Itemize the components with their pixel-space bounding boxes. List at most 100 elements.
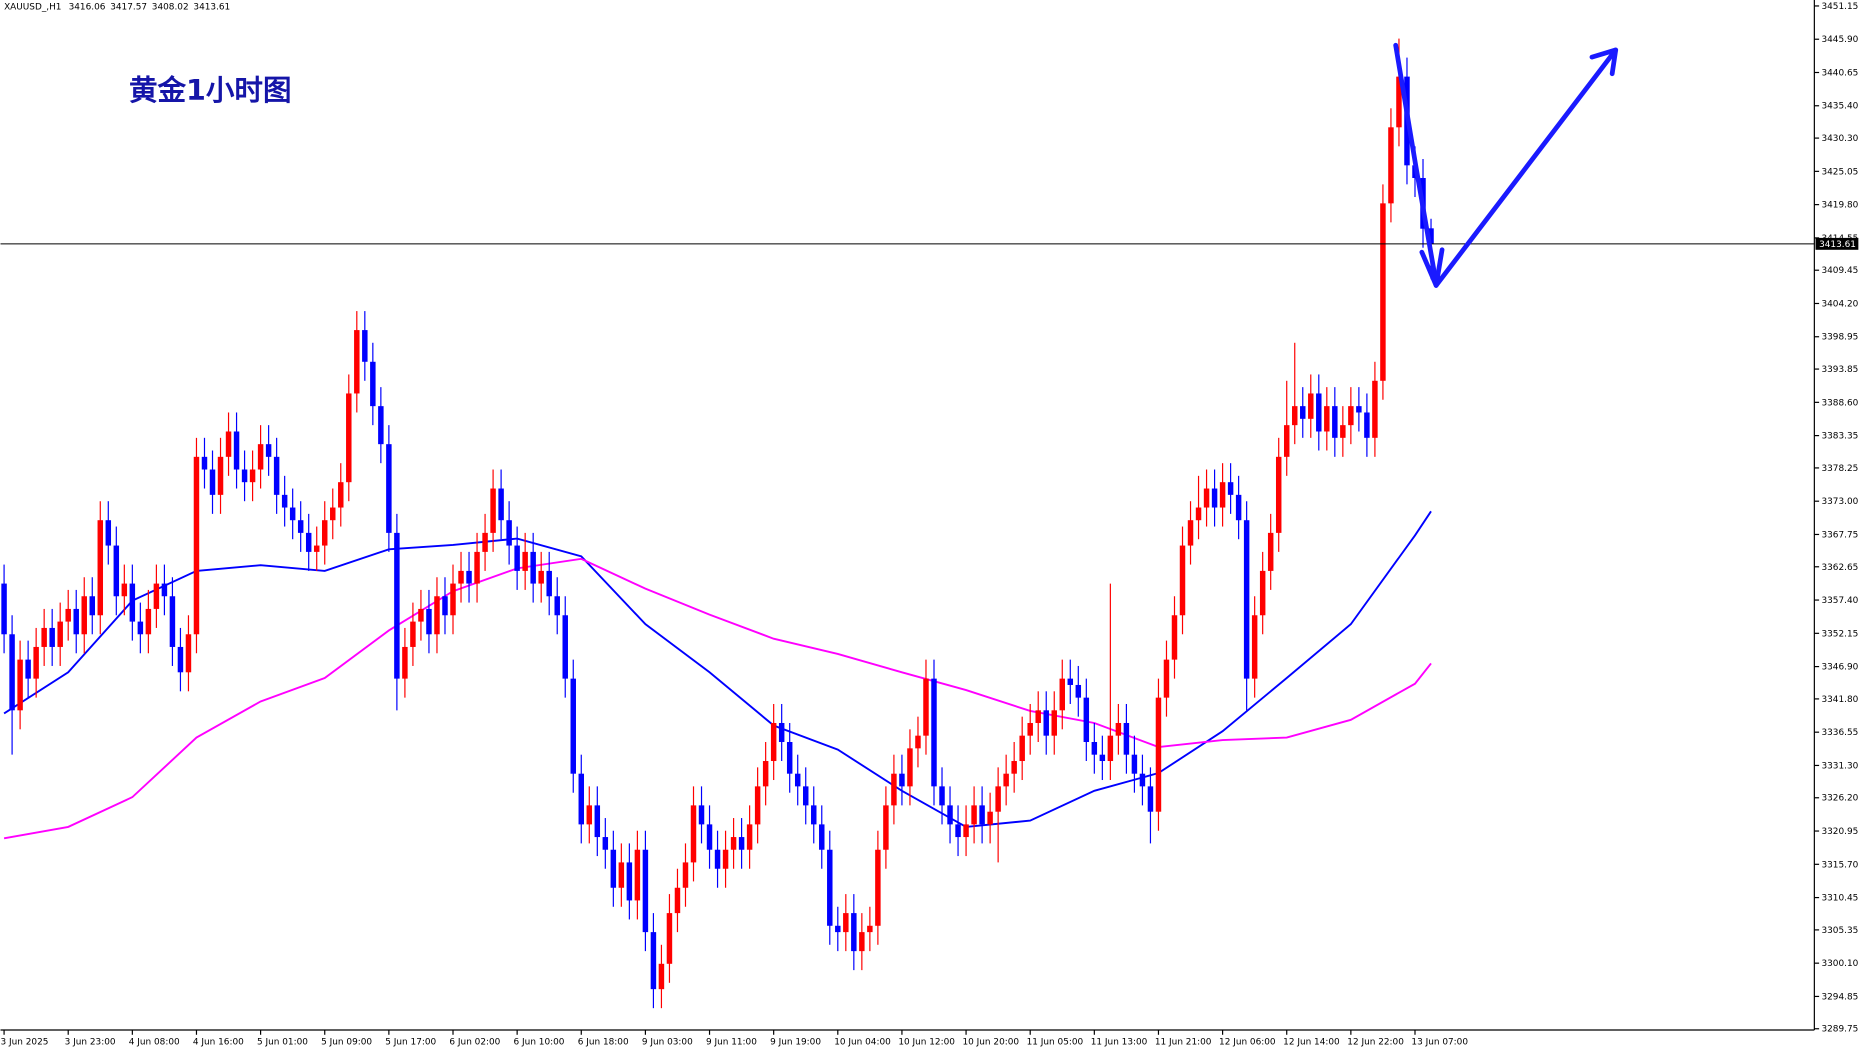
candle-body <box>786 742 793 774</box>
candle-body <box>265 444 272 457</box>
candle-body <box>322 520 328 546</box>
x-tick-label: 3 Jun 23:00 <box>65 1037 116 1047</box>
candle-body <box>1364 412 1370 438</box>
candle-body <box>538 570 544 584</box>
candle-body <box>466 570 472 584</box>
y-tick-label: 3373.00 <box>1821 497 1858 507</box>
y-tick-label: 3326.20 <box>1821 794 1858 804</box>
candle-body <box>378 406 384 445</box>
candle-body <box>602 837 609 850</box>
y-tick-label: 3383.35 <box>1821 432 1858 442</box>
candle-body <box>1107 735 1114 762</box>
candle-body <box>370 361 376 407</box>
candle-body <box>153 583 160 609</box>
x-tick-label: 9 Jun 03:00 <box>642 1037 693 1047</box>
candle-body <box>1123 722 1130 755</box>
candle-body <box>1275 456 1282 533</box>
candle-body <box>690 805 697 863</box>
candle-body <box>33 646 39 679</box>
candle-body <box>891 773 897 806</box>
candle-body <box>979 805 985 825</box>
candle-body <box>1051 710 1057 736</box>
header: XAUUSD_,H1 3416.06 3417.57 3408.02 3413.61 <box>4 3 230 13</box>
candle-body <box>193 456 200 635</box>
y-tick-label: 3435.40 <box>1821 102 1858 112</box>
candle-body <box>65 608 71 622</box>
y-tick-label: 3367.75 <box>1821 530 1858 540</box>
x-tick-label: 5 Jun 01:00 <box>257 1037 308 1047</box>
candle-body <box>1131 754 1138 774</box>
candle-body <box>859 932 865 952</box>
candle-body <box>754 786 761 825</box>
candle-body <box>506 520 512 546</box>
candle-body <box>738 837 745 850</box>
candle-body <box>1340 425 1346 438</box>
x-tick-label: 10 Jun 12:00 <box>898 1037 955 1047</box>
candle-body <box>658 963 665 990</box>
candle-body <box>338 482 344 508</box>
current-price-label: 3413.61 <box>1819 240 1856 250</box>
y-tick-label: 3352.15 <box>1821 629 1858 639</box>
candle-body <box>778 722 785 743</box>
y-tick-label: 3294.85 <box>1821 992 1858 1002</box>
y-tick-label: 3440.65 <box>1821 68 1858 78</box>
hand-drawn-arrows <box>1393 42 1619 288</box>
candle-body <box>578 773 585 825</box>
candle-body <box>330 507 336 521</box>
candle-body <box>1292 406 1298 426</box>
x-tick-label: 10 Jun 20:00 <box>962 1037 1019 1047</box>
candle-body <box>346 393 352 483</box>
candle-body <box>482 532 488 552</box>
candle-body <box>73 608 79 635</box>
y-tick-label: 3430.30 <box>1821 134 1858 144</box>
y-tick-label: 3346.90 <box>1821 663 1858 673</box>
candle-body <box>450 583 456 616</box>
candle-body <box>634 849 641 901</box>
y-tick-label: 3289.75 <box>1821 1025 1858 1035</box>
candle-body <box>650 932 657 990</box>
candle-body <box>610 849 617 888</box>
x-tick-label: 5 Jun 17:00 <box>385 1037 436 1047</box>
x-tick-label: 13 Jun 07:00 <box>1411 1037 1468 1047</box>
y-tick-label: 3310.45 <box>1821 894 1858 904</box>
candle-body <box>418 608 424 622</box>
candle-body <box>899 773 905 787</box>
candle-body <box>1027 722 1033 736</box>
y-tick-label: 3378.25 <box>1821 464 1858 474</box>
candle-body <box>17 659 23 711</box>
moving-average-line <box>3 557 1432 840</box>
candle-body <box>169 596 176 647</box>
candle-body <box>811 805 817 825</box>
candle-body <box>289 507 296 521</box>
x-tick-label: 3 Jun 2025 <box>1 1037 49 1047</box>
candle-body <box>947 805 953 825</box>
candle-body <box>410 621 416 647</box>
candle-body <box>1251 615 1258 679</box>
candle-body <box>434 596 440 635</box>
candle-body <box>698 805 705 825</box>
candle-body <box>923 678 929 736</box>
candle-body <box>746 824 753 850</box>
candle-body <box>1187 520 1194 546</box>
candle-body <box>594 805 601 838</box>
candle-body <box>570 678 576 774</box>
candle-body <box>41 627 47 647</box>
current-price-box <box>1815 237 1859 250</box>
candle-body <box>827 849 833 926</box>
candle-body <box>1300 406 1306 419</box>
candle-body <box>851 913 857 952</box>
x-tick-label: 11 Jun 13:00 <box>1091 1037 1148 1047</box>
candle-body <box>586 805 593 825</box>
candle-body <box>1267 532 1274 571</box>
candle-body <box>1139 773 1146 787</box>
candle-body <box>554 596 560 616</box>
x-tick-label: 5 Jun 09:00 <box>321 1037 372 1047</box>
arrow-up-head <box>1589 47 1619 77</box>
arrow-down <box>1393 42 1439 286</box>
candle-body <box>185 634 192 673</box>
candle-body <box>995 786 1001 812</box>
candle-body <box>955 824 961 838</box>
candle-body <box>1316 393 1322 432</box>
